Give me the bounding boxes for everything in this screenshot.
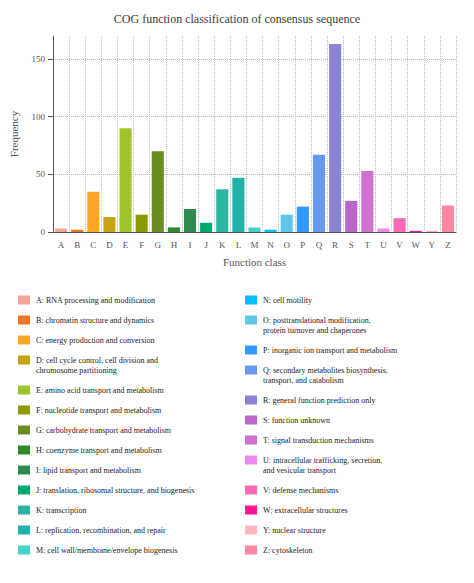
svg-text:V: defense mechanisms: V: defense mechanisms (263, 486, 338, 495)
svg-text:U: U (380, 240, 387, 250)
svg-text:O: posttranslational modificat: O: posttranslational modification, (263, 316, 371, 325)
svg-text:H: H (171, 240, 178, 250)
svg-text:V: V (396, 240, 403, 250)
svg-text:M: cell wall/membrane/envelope: M: cell wall/membrane/envelope biogenesi… (36, 546, 178, 555)
svg-text:H: coenzyme transport and meta: H: coenzyme transport and metabolism (36, 446, 163, 455)
svg-text:protein turnover and chaperone: protein turnover and chaperones (263, 326, 366, 335)
svg-text:G: G (155, 240, 162, 250)
svg-text:Function class: Function class (223, 256, 286, 268)
svg-text:K: K (219, 240, 226, 250)
svg-text:A: RNA processing and modifica: A: RNA processing and modification (36, 296, 155, 305)
svg-text:chromosome partitioning: chromosome partitioning (36, 366, 117, 375)
svg-text:F: nucleotide transport and me: F: nucleotide transport and metabolism (36, 406, 162, 415)
svg-text:A: A (58, 240, 65, 250)
svg-text:I: I (189, 240, 192, 250)
svg-text:P: inorganic ion transport and: P: inorganic ion transport and metabolis… (263, 346, 398, 355)
svg-text:L: L (236, 240, 242, 250)
svg-text:B: B (74, 240, 80, 250)
svg-text:E: amino acid transport and me: E: amino acid transport and metabolism (36, 386, 165, 395)
svg-text:K: transcription: K: transcription (36, 506, 86, 515)
svg-text:N: cell motility: N: cell motility (263, 296, 312, 305)
svg-text:R: R (332, 240, 338, 250)
svg-text:0: 0 (41, 227, 46, 237)
svg-text:E: E (123, 240, 129, 250)
svg-text:Z: Z (445, 240, 451, 250)
svg-text:D: cell cycle control, cell di: D: cell cycle control, cell division and (36, 356, 158, 365)
svg-text:50: 50 (36, 169, 46, 179)
svg-text:F: F (139, 240, 144, 250)
svg-text:O: O (283, 240, 290, 250)
svg-text:Q: Q (316, 240, 323, 250)
svg-text:G: carbohydrate transport and: G: carbohydrate transport and metabolism (36, 426, 172, 435)
svg-text:L: replication, recombination,: L: replication, recombination, and repai… (36, 526, 166, 535)
svg-text:S: S (349, 240, 354, 250)
svg-text:C: energy production and conve: C: energy production and conversion (36, 336, 155, 345)
svg-text:Q: secondary metabolites biosy: Q: secondary metabolites biosynthesis, (263, 366, 388, 375)
svg-text:P: P (300, 240, 305, 250)
svg-text:J: J (204, 240, 208, 250)
svg-text:U: intracellular trafficking,: U: intracellular trafficking, secretion, (263, 456, 382, 465)
svg-text:100: 100 (32, 112, 46, 122)
svg-text:N: N (267, 240, 274, 250)
svg-text:and vesicular transport: and vesicular transport (263, 466, 337, 475)
svg-text:COG function classification of: COG function classification of consensus… (114, 12, 360, 26)
svg-text:Z: cytoskeleton: Z: cytoskeleton (263, 546, 313, 555)
svg-text:S: function unknown: S: function unknown (263, 416, 330, 425)
svg-text:C: C (90, 240, 96, 250)
svg-text:M: M (250, 240, 258, 250)
svg-text:J: translation, ribosomal stru: J: translation, ribosomal structure, and… (36, 486, 194, 495)
svg-text:R: general function prediction: R: general function prediction only (263, 396, 375, 405)
svg-text:Y: nuclear structure: Y: nuclear structure (263, 526, 326, 535)
svg-text:Y: Y (429, 240, 436, 250)
svg-text:I: lipid transport and metabol: I: lipid transport and metabolism (36, 466, 142, 475)
svg-text:T: T (365, 240, 371, 250)
svg-text:W: extracellular structures: W: extracellular structures (263, 506, 348, 515)
svg-text:T: signal transduction mechani: T: signal transduction mechanisms (263, 436, 374, 445)
svg-text:Frequency: Frequency (8, 110, 20, 157)
svg-text:B: chromatin structure and dyn: B: chromatin structure and dynamics (36, 316, 154, 325)
svg-text:150: 150 (32, 54, 46, 64)
svg-text:W: W (411, 240, 420, 250)
svg-text:transport, and catabolism: transport, and catabolism (263, 376, 344, 385)
svg-text:D: D (106, 240, 113, 250)
